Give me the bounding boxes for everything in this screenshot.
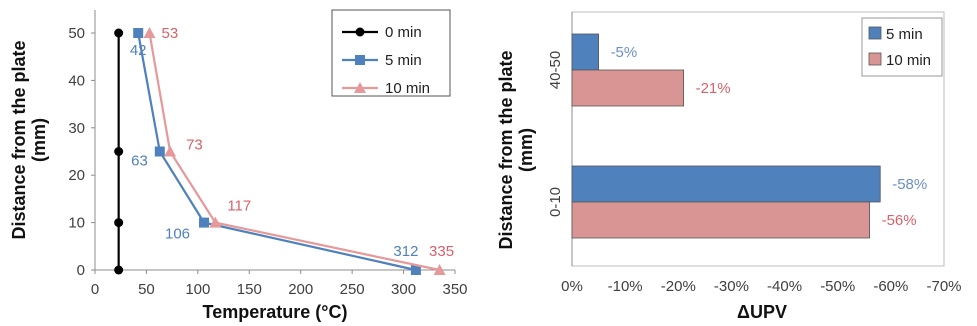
left-series-2-data-label: 117 [227, 198, 251, 215]
left-series-2-point [209, 216, 222, 228]
left-x-tick-label: 350 [442, 281, 467, 298]
left-y-tick-label: 50 [68, 25, 85, 42]
left-legend-label: 5 min [385, 52, 422, 69]
left-series-1-point [410, 265, 421, 275]
left-legend-label: 0 min [385, 24, 422, 41]
left-series-2-data-label: 73 [186, 137, 203, 154]
left-y-axis-title-line1: Distance from the plate [9, 40, 29, 239]
left-y-tick-label: 20 [68, 167, 85, 184]
left-x-tick-label: 0 [91, 281, 99, 298]
left-series-1-point [133, 28, 144, 38]
left-x-tick-label: 300 [391, 281, 416, 298]
left-series-0-point [114, 147, 124, 156]
left-series-0-point [114, 265, 124, 275]
left-legend-box [331, 9, 451, 97]
left-legend: 0 min 5 min 10 min [331, 9, 451, 97]
left-x-axis-title: Temperature (°C) [203, 302, 348, 322]
left-legend-marker [355, 55, 365, 65]
left-series-0-point [114, 28, 124, 38]
left-series-1-data-label: 63 [131, 153, 148, 170]
left-y-tick-label: 40 [68, 72, 85, 89]
left-series-2-point [164, 145, 177, 157]
left-series-line-2 [148, 32, 440, 272]
left-series-2-point [143, 27, 156, 38]
left-series-0-point [114, 218, 124, 228]
left-x-tick-label: 250 [340, 281, 365, 298]
left-x-tick-label: 200 [288, 281, 313, 298]
left-series-1-data-label: 106 [165, 226, 190, 243]
left-series-2-point [433, 264, 446, 275]
left-x-tick-label: 150 [237, 281, 262, 298]
left-series-2-data-label: 53 [162, 25, 179, 42]
left-x-tick-label: 50 [138, 281, 155, 298]
left-series-1-data-label: 42 [130, 42, 147, 59]
left-series-2-data-label: 335 [429, 243, 454, 260]
left-y-tick-label: 0 [77, 262, 85, 279]
left-series-1-point [199, 217, 210, 228]
left-x-tick-label: 100 [185, 281, 210, 298]
left-series-line-1 [137, 32, 417, 272]
left-y-tick-label: 30 [68, 120, 85, 137]
left-series-1-data-label: 312 [393, 243, 418, 260]
left-legend-label: 10 min [385, 80, 430, 97]
left-y-tick-label: 10 [68, 215, 85, 232]
left-series-1-point [154, 146, 165, 157]
left-legend-marker [354, 82, 366, 93]
left-y-axis-title-line2: (mm) [29, 118, 49, 162]
left-legend-marker [355, 27, 365, 37]
